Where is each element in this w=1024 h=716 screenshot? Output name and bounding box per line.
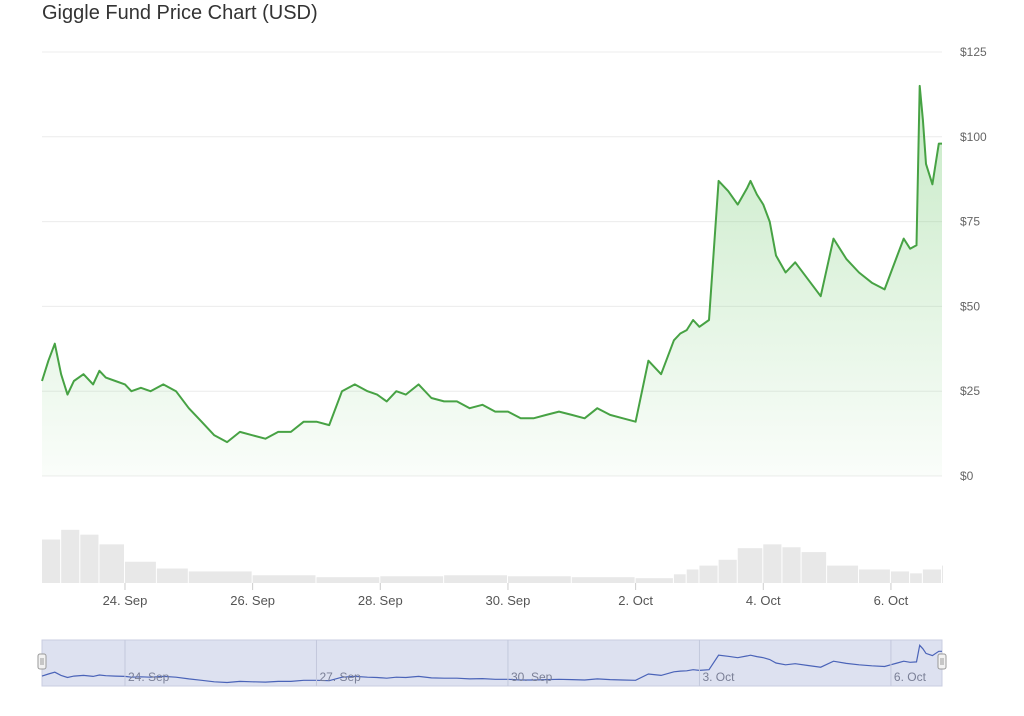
volume-bar	[380, 576, 444, 583]
y-tick-label: $75	[960, 215, 980, 229]
x-tick-label: 28. Sep	[358, 593, 403, 608]
volume-series	[42, 529, 943, 583]
navigator[interactable]: 24. Sep 27. Sep 30. Sep 3. Oct 6. Oct	[37, 639, 947, 687]
volume-bar	[673, 574, 686, 583]
volume-bar	[737, 548, 763, 583]
volume-bar	[942, 565, 943, 583]
navigator-tick-label: 27. Sep	[319, 670, 361, 684]
y-tick-label: $50	[960, 299, 980, 313]
x-tick-label: 24. Sep	[103, 593, 148, 608]
x-tick-label: 4. Oct	[746, 593, 781, 608]
volume-bar	[910, 573, 922, 583]
price-area-fill	[42, 85, 942, 477]
y-tick-label: $0	[960, 469, 974, 483]
navigator-series-line	[41, 644, 942, 684]
handle-body	[937, 653, 947, 670]
handle-body	[37, 653, 47, 670]
volume-bar	[635, 578, 673, 583]
y-tick-label: $25	[960, 384, 980, 398]
volume-bar	[444, 575, 507, 583]
x-tick-label: 30. Sep	[486, 593, 531, 608]
navigator-tick-label: 6. Oct	[894, 670, 927, 684]
navigator-left-handle[interactable]	[37, 653, 47, 670]
x-tick-label: 6. Oct	[874, 593, 909, 608]
volume-bar	[890, 571, 910, 583]
volume-bar	[124, 561, 156, 583]
volume-bar	[827, 565, 859, 583]
volume-bar	[763, 544, 782, 583]
volume-bar	[801, 552, 827, 583]
volume-bar	[99, 544, 124, 583]
volume-bar	[782, 547, 801, 583]
navigator-tick-label: 3. Oct	[702, 670, 735, 684]
volume-bar	[686, 569, 699, 583]
x-axis-labels: 24. Sep 26. Sep 28. Sep 30. Sep 2. Oct 4. Oct…	[103, 583, 909, 608]
chart-title: Giggle Fund Price Chart (USD)	[42, 2, 318, 24]
x-tick-label: 2. Oct	[618, 593, 653, 608]
volume-bar	[859, 569, 890, 583]
navigator-tick-label: 24. Sep	[128, 670, 170, 684]
volume-bar	[718, 559, 737, 583]
volume-bar	[80, 534, 99, 583]
volume-bar	[156, 568, 188, 583]
volume-bar	[42, 539, 61, 583]
price-line	[41, 84, 942, 444]
navigator-window	[41, 639, 943, 687]
navigator-right-handle[interactable]	[937, 653, 947, 670]
volume-bar	[571, 577, 635, 583]
y-tick-label: $125	[960, 45, 987, 59]
volume-bar	[507, 576, 571, 583]
volume-bar	[316, 577, 380, 583]
x-tick-label: 26. Sep	[230, 593, 275, 608]
volume-bar	[61, 529, 80, 583]
navigator-tick-label: 30. Sep	[511, 670, 553, 684]
volume-bar	[922, 569, 941, 583]
volume-bar	[699, 565, 718, 583]
volume-bar	[252, 575, 316, 583]
y-axis-labels: $0 $25 $50 $75 $100 $125	[960, 45, 987, 483]
price-area	[41, 84, 942, 477]
volume-bar	[188, 571, 252, 583]
y-tick-label: $100	[960, 130, 987, 144]
